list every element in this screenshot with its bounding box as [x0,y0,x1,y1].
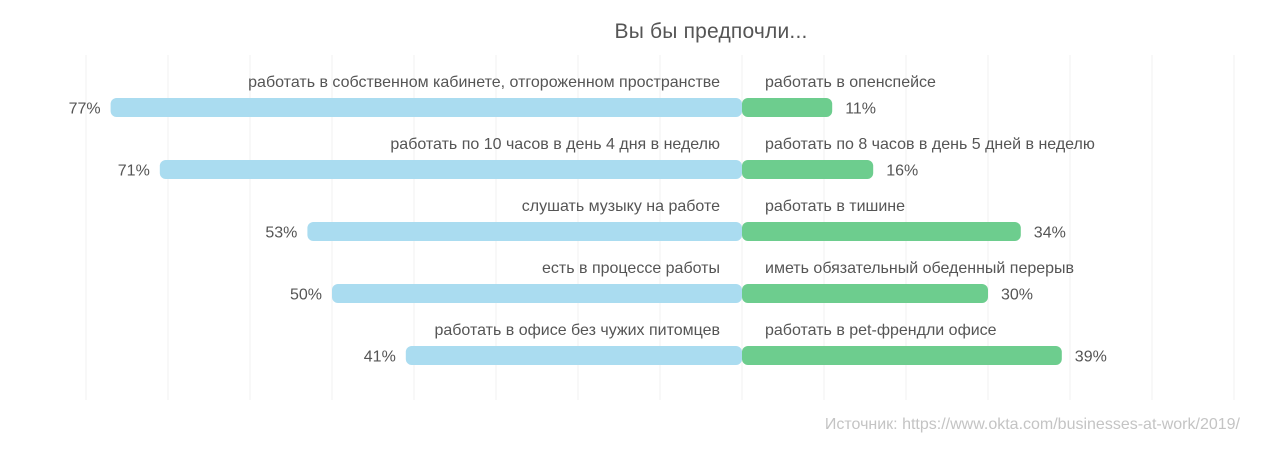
left-category-label: работать по 10 часов в день 4 дня в неде… [390,136,720,153]
left-value-label: 53% [265,225,297,242]
left-value-label: 41% [364,349,396,366]
right-bar [742,98,833,117]
left-bar [307,222,742,241]
left-value-label: 71% [118,163,150,180]
right-value-label: 16% [886,163,918,180]
right-category-label: работать в тишине [765,198,905,215]
right-category-label: работать по 8 часов в день 5 дней в неде… [765,136,1095,153]
right-bar [742,346,1062,365]
left-value-label: 77% [69,101,101,118]
left-bar [405,346,742,365]
right-bar [742,222,1021,241]
left-bar [159,160,743,179]
left-category-label: работать в офисе без чужих питомцев [434,322,720,339]
left-category-label: есть в процессе работы [542,260,720,277]
chart-title: Вы бы предпочли... [614,20,808,43]
right-category-label: работать в опенспейсе [765,74,936,91]
left-bar [332,284,742,303]
source-note: Источник: https://www.okta.com/businesse… [824,416,1240,433]
right-value-label: 30% [1001,287,1033,304]
right-value-label: 39% [1075,349,1107,366]
left-value-label: 50% [290,287,322,304]
right-category-label: работать в pet-френдли офисе [765,322,997,339]
left-bar [110,98,743,117]
bars-layer [110,98,1062,365]
labels-layer: работать в собственном кабинете, отгорож… [69,74,1107,366]
right-value-label: 34% [1034,225,1066,242]
right-bar [742,284,988,303]
right-value-label: 11% [845,101,876,118]
left-category-label: работать в собственном кабинете, отгорож… [248,74,720,91]
right-category-label: иметь обязательный обеденный перерыв [765,260,1074,277]
left-category-label: слушать музыку на работе [522,198,720,215]
right-bar [742,160,874,179]
